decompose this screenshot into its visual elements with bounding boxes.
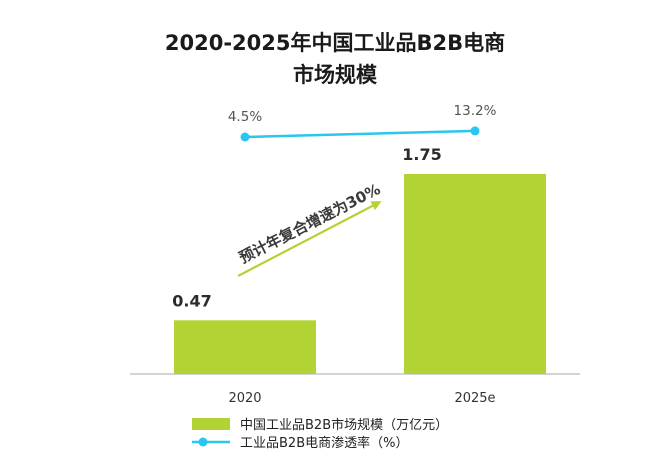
growth-annotation: 预计年复合增速为30% — [236, 180, 383, 277]
bar-value-label: 1.75 — [402, 145, 441, 164]
chart-title-line1: 2020-2025年中国工业品B2B电商 — [165, 31, 505, 55]
line-value-label: 13.2% — [454, 103, 497, 119]
legend-swatch-bar — [192, 418, 230, 430]
x-axis-ticks: 2020 2025e — [228, 391, 495, 406]
line-point-2025e — [470, 126, 480, 136]
line-path — [244, 129, 476, 139]
bar-2025e — [404, 174, 546, 374]
line-series: 4.5% 13.2% — [228, 103, 497, 142]
line-value-label: 4.5% — [228, 109, 262, 125]
line-point-2020 — [240, 132, 250, 142]
bar-value-label: 0.47 — [172, 291, 211, 310]
chart-title-line2: 市场规模 — [293, 63, 378, 87]
growth-annotation-text: 预计年复合增速为30% — [236, 180, 383, 267]
legend-label-bar: 中国工业品B2B市场规模（万亿元） — [240, 417, 448, 433]
legend-label-line: 工业品B2B电商渗透率（%） — [240, 435, 408, 451]
bar-series: 0.47 1.75 — [172, 145, 546, 374]
x-tick-label: 2025e — [454, 391, 495, 406]
growth-arrow — [237, 201, 382, 277]
bar-2020 — [174, 320, 316, 374]
legend-swatch-line-marker — [198, 437, 208, 447]
x-tick-label: 2020 — [228, 391, 261, 406]
legend: 中国工业品B2B市场规模（万亿元） 工业品B2B电商渗透率（%） — [192, 417, 448, 451]
